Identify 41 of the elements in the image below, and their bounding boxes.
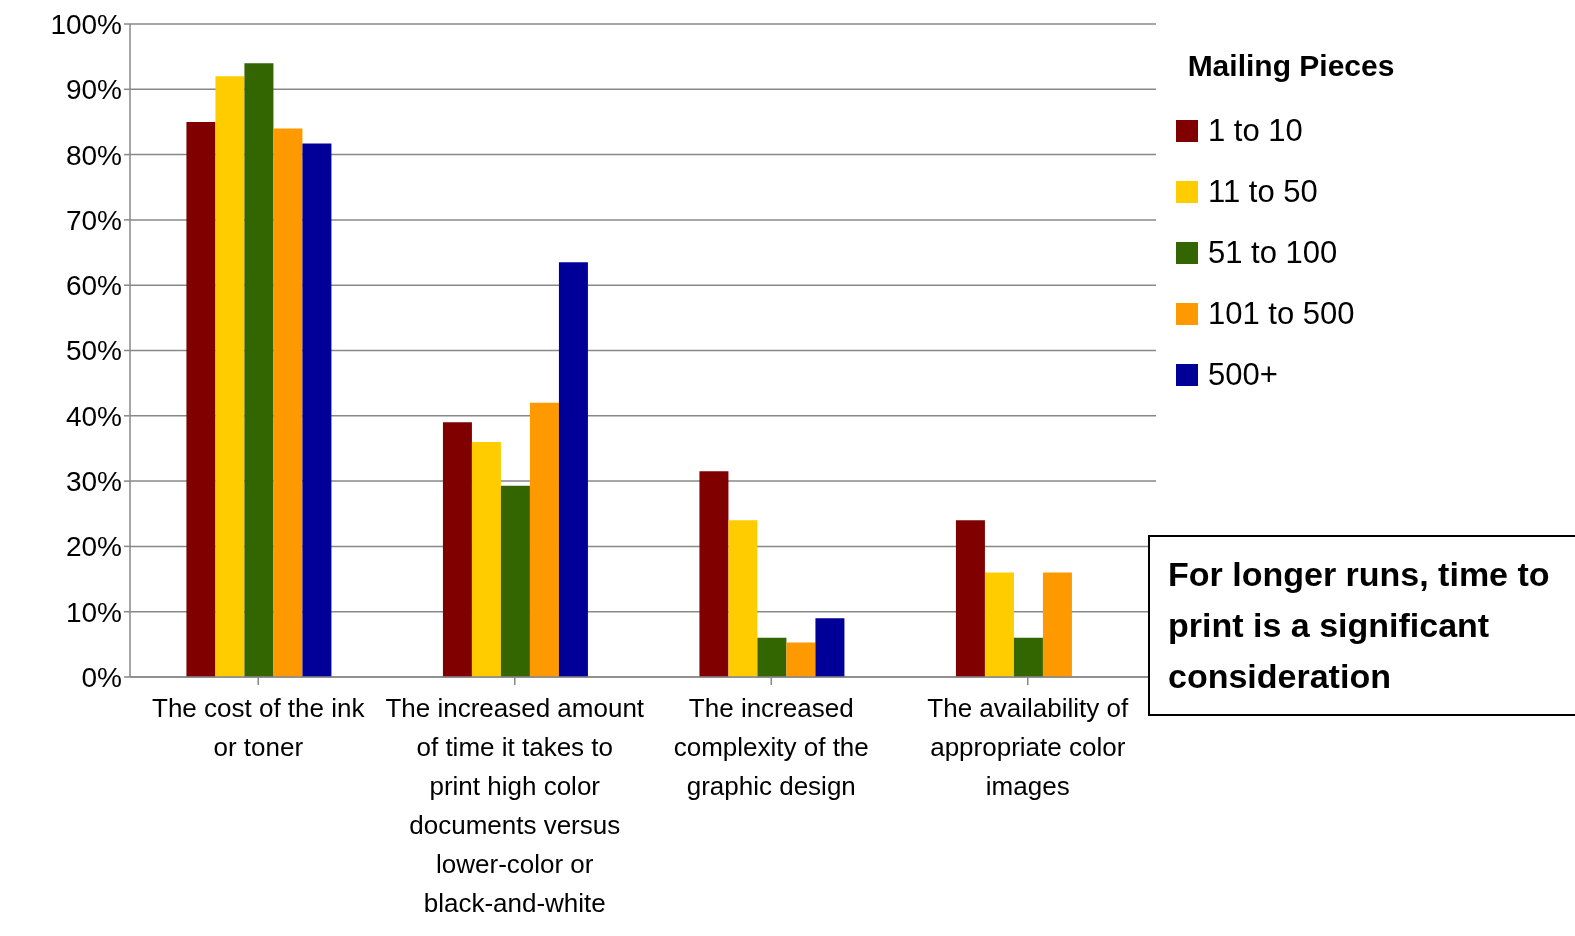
bar xyxy=(273,128,303,677)
x-tick-label: The availability of appropriate color images xyxy=(927,693,1129,801)
bar xyxy=(1013,637,1043,677)
bar xyxy=(215,76,245,677)
x-tick-label: The increased complexity of the graphic design xyxy=(673,693,869,801)
y-tick-label: 0% xyxy=(81,661,122,693)
y-tick-label: 40% xyxy=(65,400,122,432)
bar xyxy=(1042,572,1072,677)
bar xyxy=(757,637,787,677)
y-tick-label: 10% xyxy=(65,596,122,628)
y-tick-label: 70% xyxy=(65,204,122,236)
y-tick-label: 60% xyxy=(65,270,122,302)
bar xyxy=(302,143,332,677)
bar xyxy=(728,520,758,677)
legend-label: 101 to 500 xyxy=(1208,295,1355,332)
legend-label: 1 to 10 xyxy=(1208,112,1303,149)
y-tick-label: 20% xyxy=(65,531,122,563)
y-tick-label: 50% xyxy=(65,335,122,367)
bar xyxy=(955,520,985,677)
bar xyxy=(471,441,501,677)
x-tick-label: The cost of the ink or toner xyxy=(152,693,366,762)
y-tick-label: 30% xyxy=(65,466,122,498)
y-tick-label: 80% xyxy=(65,139,122,171)
bar xyxy=(984,572,1014,677)
legend-label: 11 to 50 xyxy=(1208,173,1318,210)
bar xyxy=(815,618,845,677)
bar xyxy=(699,471,729,677)
y-tick-label: 100% xyxy=(50,8,122,40)
bar xyxy=(558,262,588,677)
x-tick-label: The increased amount of time it takes to print high color documents versus lower-color or black-and-white xyxy=(385,693,645,918)
bar xyxy=(186,121,216,677)
bar xyxy=(786,642,816,677)
y-tick-label: 90% xyxy=(65,74,122,106)
legend-title: Mailing Pieces xyxy=(1186,48,1396,84)
text: For longer runs, time to print is a significant consideration xyxy=(1148,535,1575,716)
bar xyxy=(244,63,274,677)
bar xyxy=(500,485,530,677)
legend-label: 500+ xyxy=(1208,356,1278,393)
legend-label: 51 to 100 xyxy=(1208,234,1338,271)
bar xyxy=(442,422,472,677)
bar xyxy=(529,402,559,677)
